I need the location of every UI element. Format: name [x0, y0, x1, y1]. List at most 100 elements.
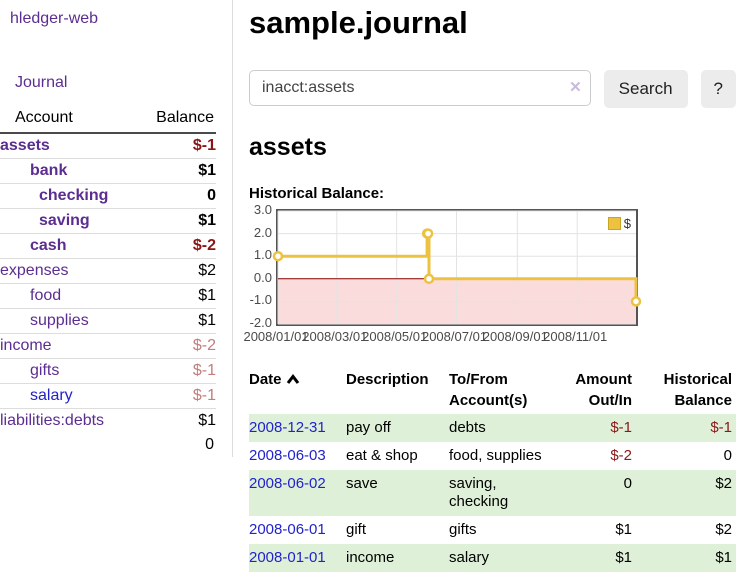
- chart-plot[interactable]: $: [272, 209, 642, 326]
- account-row: cash $-2: [0, 233, 216, 259]
- brand-link[interactable]: hledger-web: [10, 10, 99, 27]
- account-balance: $-2: [139, 333, 216, 359]
- account-name-cell: food: [0, 283, 140, 309]
- chart-legend: $: [607, 216, 631, 231]
- account-balance: $1: [139, 308, 216, 334]
- transaction-description: income: [346, 549, 395, 566]
- transaction-row: 2008-01-01 income salary $1 $1: [249, 544, 736, 572]
- transaction-date-link[interactable]: 2008-12-31: [249, 419, 326, 436]
- accounts-table-header: Account Balance: [0, 106, 216, 134]
- register-col-date[interactable]: Date: [249, 366, 346, 414]
- transaction-accounts: saving, checking: [449, 475, 509, 510]
- account-balance: $-1: [139, 383, 216, 409]
- account-link-saving[interactable]: saving: [39, 212, 90, 229]
- account-balance: $-1: [139, 358, 216, 384]
- transaction-date-cell: 2008-06-03: [249, 442, 346, 470]
- account-link-cash[interactable]: cash: [30, 237, 67, 254]
- register-col-historical: Historical Balance: [663, 371, 732, 409]
- account-name-cell: expenses: [0, 258, 140, 284]
- legend-label: $: [623, 216, 631, 231]
- search-box: ✕: [249, 70, 591, 108]
- search-input[interactable]: [249, 70, 591, 106]
- account-name-cell: checking: [0, 183, 140, 209]
- account-link-checking[interactable]: checking: [39, 187, 109, 204]
- transaction-date-link[interactable]: 2008-06-03: [249, 447, 326, 464]
- transaction-description: pay off: [346, 419, 391, 436]
- sidebar-item-journal[interactable]: Journal: [15, 74, 68, 91]
- x-axis-label: 2008/01/01: [243, 329, 309, 344]
- sort-asc-icon: [286, 374, 299, 384]
- search-bar: ✕ Search ?: [249, 70, 736, 108]
- account-link-assets[interactable]: assets: [0, 137, 50, 154]
- transaction-accounts: salary: [449, 549, 490, 566]
- transaction-row: 2008-06-01 gift gifts $1 $2: [249, 516, 736, 544]
- transaction-date-link[interactable]: 2008-01-01: [249, 549, 326, 566]
- transaction-amount: 0: [623, 475, 632, 492]
- account-balance: $2: [139, 258, 216, 284]
- clear-search-icon[interactable]: ✕: [569, 79, 582, 96]
- account-balance: 0: [139, 183, 216, 209]
- account-row: assets $-1: [0, 133, 216, 159]
- account-link-food[interactable]: food: [30, 287, 62, 304]
- account-row: expenses $2: [0, 258, 216, 284]
- x-axis-label: 2008/11/01: [543, 329, 608, 344]
- accounts-total-value: 0: [205, 436, 214, 453]
- y-axis-label: 0.0: [253, 269, 272, 285]
- transaction-balance: $2: [715, 475, 732, 492]
- transaction-date-cell: 2008-12-31: [249, 414, 346, 442]
- account-balance: $1: [139, 408, 216, 433]
- transaction-balance: 0: [723, 447, 732, 464]
- account-balance: $-1: [192, 137, 216, 154]
- transaction-date-link[interactable]: 2008-06-01: [249, 521, 326, 538]
- account-link-liabilities-debts[interactable]: liabilities:debts: [0, 412, 105, 429]
- account-balance: $-2: [139, 233, 216, 259]
- transaction-accounts: debts: [449, 419, 486, 436]
- sidebar: hledger-web Journal Account Balance asse…: [0, 0, 233, 457]
- account-name-cell: bank: [0, 158, 140, 184]
- register-table-body: 2008-12-31 pay off debts $-1 $-1 2008-06-03 ea…: [249, 414, 736, 572]
- transaction-date-cell: 2008-01-01: [249, 544, 346, 572]
- transaction-balance: $-1: [710, 419, 732, 436]
- account-row: supplies $1: [0, 308, 216, 334]
- account-row: gifts $-1: [0, 358, 216, 384]
- account-name-cell: cash: [0, 233, 140, 259]
- transaction-amount: $-2: [610, 447, 632, 464]
- account-row: liabilities:debts $1: [0, 408, 216, 433]
- account-name-cell: supplies: [0, 308, 140, 334]
- transaction-row: 2008-06-03 eat & shop food, supplies $-2 0: [249, 442, 736, 470]
- account-row: food $1: [0, 283, 216, 309]
- account-name-cell: salary: [0, 383, 140, 409]
- y-axis-label: -1.0: [249, 292, 272, 308]
- y-axis-label: -2.0: [249, 315, 272, 330]
- transaction-date-cell: 2008-06-01: [249, 516, 346, 544]
- account-row: bank $1: [0, 158, 216, 184]
- accounts-header-balance: Balance: [139, 106, 216, 134]
- transaction-description: eat & shop: [346, 447, 418, 464]
- account-link-gifts[interactable]: gifts: [30, 362, 60, 379]
- help-button[interactable]: ?: [700, 70, 736, 108]
- account-link-salary[interactable]: salary: [30, 387, 73, 404]
- chart-x-axis: 2008/01/01 2008/03/01 2008/05/01 2008/07/01…: [243, 329, 638, 345]
- transaction-amount: $1: [615, 521, 632, 538]
- accounts-table: Account Balance assets $-1 bank $1 checking 0…: [0, 106, 216, 457]
- transaction-date-link[interactable]: 2008-06-02: [249, 475, 326, 492]
- page-title: sample.journal: [249, 5, 468, 40]
- accounts-header-account: Account: [0, 106, 140, 134]
- account-link-supplies[interactable]: supplies: [30, 312, 89, 329]
- chart-y-axis: 3.0 2.0 1.0 0.0 -1.0 -2.0: [240, 202, 272, 330]
- account-link-income[interactable]: income: [0, 337, 52, 354]
- transaction-row: 2008-12-31 pay off debts $-1 $-1: [249, 414, 736, 442]
- legend-swatch-icon: [607, 217, 621, 230]
- transaction-balance: $2: [715, 521, 732, 538]
- account-link-bank[interactable]: bank: [30, 162, 68, 179]
- search-button[interactable]: Search: [603, 70, 688, 108]
- account-balance: $1: [139, 158, 216, 184]
- transaction-row: 2008-06-02 save saving, checking 0 $2: [249, 470, 736, 516]
- transaction-amount: $1: [615, 549, 632, 566]
- x-axis-label: 2008/09/01: [482, 329, 548, 344]
- transaction-balance: $1: [715, 549, 732, 566]
- account-link-expenses[interactable]: expenses: [0, 262, 69, 279]
- accounts-total-row: 0: [0, 433, 216, 457]
- account-row: saving $1: [0, 208, 216, 234]
